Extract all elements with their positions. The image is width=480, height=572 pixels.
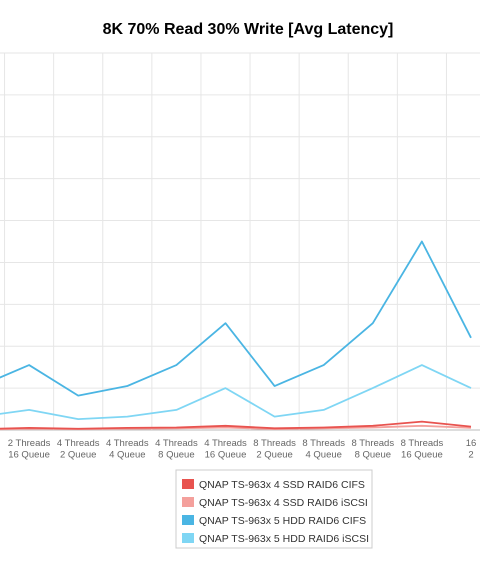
x-tick-label: 16 Queue bbox=[8, 450, 50, 461]
x-tick-label: 4 Threads bbox=[57, 438, 100, 449]
legend-swatch bbox=[182, 497, 194, 507]
legend-swatch bbox=[182, 479, 194, 489]
x-tick-label: 8 Threads bbox=[351, 438, 394, 449]
x-tick-label: 4 Threads bbox=[204, 438, 247, 449]
legend-label: QNAP TS-963x 4 SSD RAID6 CIFS bbox=[199, 479, 365, 491]
legend-label: QNAP TS-963x 5 HDD RAID6 CIFS bbox=[199, 515, 366, 527]
x-tick-label: 16 Queue bbox=[401, 450, 443, 461]
x-tick-label: 16 Queue bbox=[205, 450, 247, 461]
x-tick-label: 8 Threads bbox=[401, 438, 444, 449]
grid-lines bbox=[0, 52, 480, 431]
legend-label: QNAP TS-963x 4 SSD RAID6 iSCSI bbox=[199, 497, 368, 509]
legend: QNAP TS-963x 4 SSD RAID6 CIFS QNAP TS-963… bbox=[175, 469, 373, 549]
x-tick-label: 8 Queue bbox=[158, 450, 194, 461]
x-tick-label: 2 Threads bbox=[8, 438, 51, 449]
x-tick-label: 8 Threads bbox=[302, 438, 345, 449]
x-tick-label: 8 Threads bbox=[253, 438, 296, 449]
legend-box bbox=[175, 469, 373, 549]
x-tick-label: 16 bbox=[466, 438, 477, 449]
legend-swatch bbox=[182, 533, 194, 543]
series-line-3 bbox=[0, 240, 472, 397]
x-tick-label: 4 Queue bbox=[305, 450, 341, 461]
series-line-1 bbox=[0, 420, 472, 430]
x-tick-label: 2 Queue bbox=[256, 450, 292, 461]
x-tick-label: 4 Threads bbox=[106, 438, 149, 449]
x-tick-label: 8 Queue bbox=[355, 450, 391, 461]
series-lines bbox=[0, 240, 472, 431]
legend-swatch bbox=[182, 515, 194, 525]
x-tick-label: 4 Threads bbox=[155, 438, 198, 449]
x-tick-label: 4 Queue bbox=[109, 450, 145, 461]
series-line-4 bbox=[0, 364, 472, 421]
chart-title: 8K 70% Read 30% Write [Avg Latency] bbox=[103, 21, 394, 38]
legend-label: QNAP TS-963x 5 HDD RAID6 iSCSI bbox=[199, 533, 369, 545]
x-tick-label: 2 Queue bbox=[60, 450, 96, 461]
x-tick-label: 2 bbox=[468, 450, 473, 461]
